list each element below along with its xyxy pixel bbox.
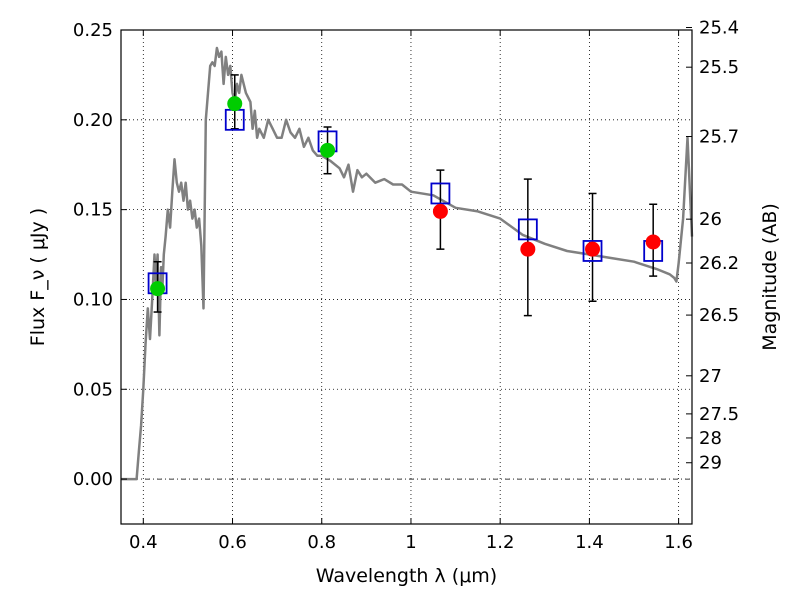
y2-tick-label: 26.2 (699, 253, 739, 274)
observed-point (432, 203, 448, 219)
model-square-marker (517, 218, 538, 241)
model-spectrum-line (121, 46, 694, 481)
y2-tick-label: 26.5 (699, 305, 739, 326)
x-tick-label: 0.8 (307, 532, 336, 553)
plot-frame (120, 29, 693, 525)
x-axis-label: Wavelength λ (μm) (316, 565, 497, 587)
y2-tick-label: 26 (699, 209, 722, 230)
x-tick-label: 1 (405, 532, 416, 553)
y-tick-label: 0.20 (73, 110, 113, 131)
y-tick-label: 0.10 (73, 289, 113, 310)
y2-tick-label: 25.7 (699, 127, 739, 148)
y-tick-label: 0.15 (73, 200, 113, 221)
y2-tick-label: 25.4 (699, 17, 739, 38)
observed-point (645, 234, 661, 250)
x-tick-label: 0.6 (218, 532, 247, 553)
y2-tick-label: 27 (699, 366, 722, 387)
y2-tick-label: 29 (699, 453, 722, 474)
observed-point (320, 142, 336, 158)
y2-axis-label: Magnitude (AB) (759, 203, 781, 351)
y2-tick-label: 27.5 (699, 404, 739, 425)
x-tick-label: 1.2 (486, 532, 515, 553)
y2-tick-label: 25.5 (699, 57, 739, 78)
y-tick-label: 0.05 (73, 379, 113, 400)
axes: 0.4 0.6 0.8 1 1.2 1.4 1.6 0.00 0.05 0.10 0.15 0.20 0… (73, 17, 739, 553)
plot-area (121, 46, 694, 481)
x-tick-label: 1.6 (664, 532, 693, 553)
y-tick-label: 0.00 (73, 469, 113, 490)
observed-point (227, 96, 243, 112)
observed-point (585, 241, 601, 257)
model-square-marker (430, 182, 451, 205)
observed-point (520, 241, 536, 257)
y-tick-label: 0.25 (73, 20, 113, 41)
y2-tick-label: 28 (699, 428, 722, 449)
x-tick-label: 1.4 (575, 532, 604, 553)
y-axis-label: Flux F_ν ( μJy ) (27, 208, 49, 346)
x-tick-label: 0.4 (129, 532, 158, 553)
model-square-marker (582, 240, 603, 262)
observed-point (150, 281, 166, 297)
